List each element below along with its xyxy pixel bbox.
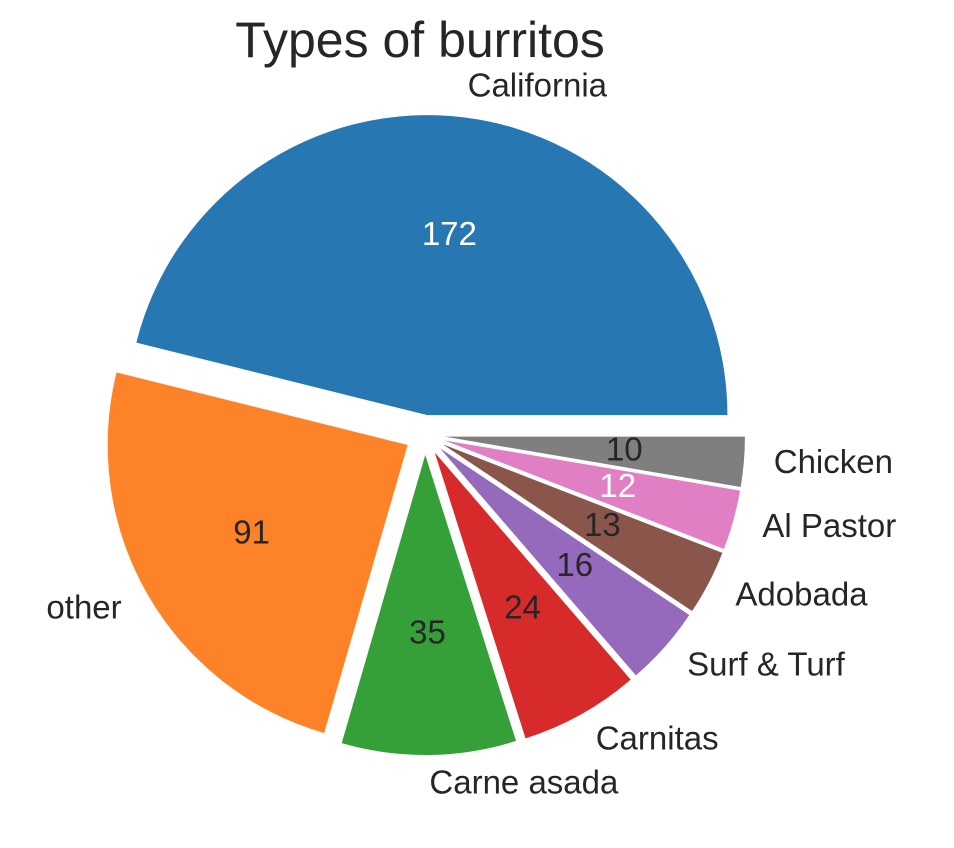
pie-slice xyxy=(444,440,741,549)
value-label: 16 xyxy=(556,546,593,583)
slice-label: other xyxy=(46,588,121,625)
value-label: 35 xyxy=(409,614,446,651)
slice-label: Al Pastor xyxy=(762,507,896,544)
value-label: 91 xyxy=(233,513,270,550)
chart-title: Types of burritos xyxy=(235,12,605,68)
value-label: 172 xyxy=(422,215,477,252)
slice-label: Adobada xyxy=(735,575,868,612)
pie-slice xyxy=(442,444,723,612)
slice-label: Chicken xyxy=(774,443,893,480)
pie-slice xyxy=(341,454,517,755)
pie-slice xyxy=(444,436,745,487)
pie-slice xyxy=(136,115,728,416)
value-label: 13 xyxy=(584,506,621,543)
value-label: 12 xyxy=(599,467,636,504)
slice-label: Carnitas xyxy=(596,719,719,756)
pie-slice xyxy=(107,372,408,734)
pie-slice xyxy=(439,448,690,676)
slice-label: California xyxy=(468,66,608,103)
pie-slice xyxy=(434,452,631,739)
slice-label: Surf & Turf xyxy=(687,646,846,683)
value-label: 10 xyxy=(606,431,643,468)
value-label: 24 xyxy=(504,588,541,625)
slice-label: Carne asada xyxy=(429,764,619,801)
